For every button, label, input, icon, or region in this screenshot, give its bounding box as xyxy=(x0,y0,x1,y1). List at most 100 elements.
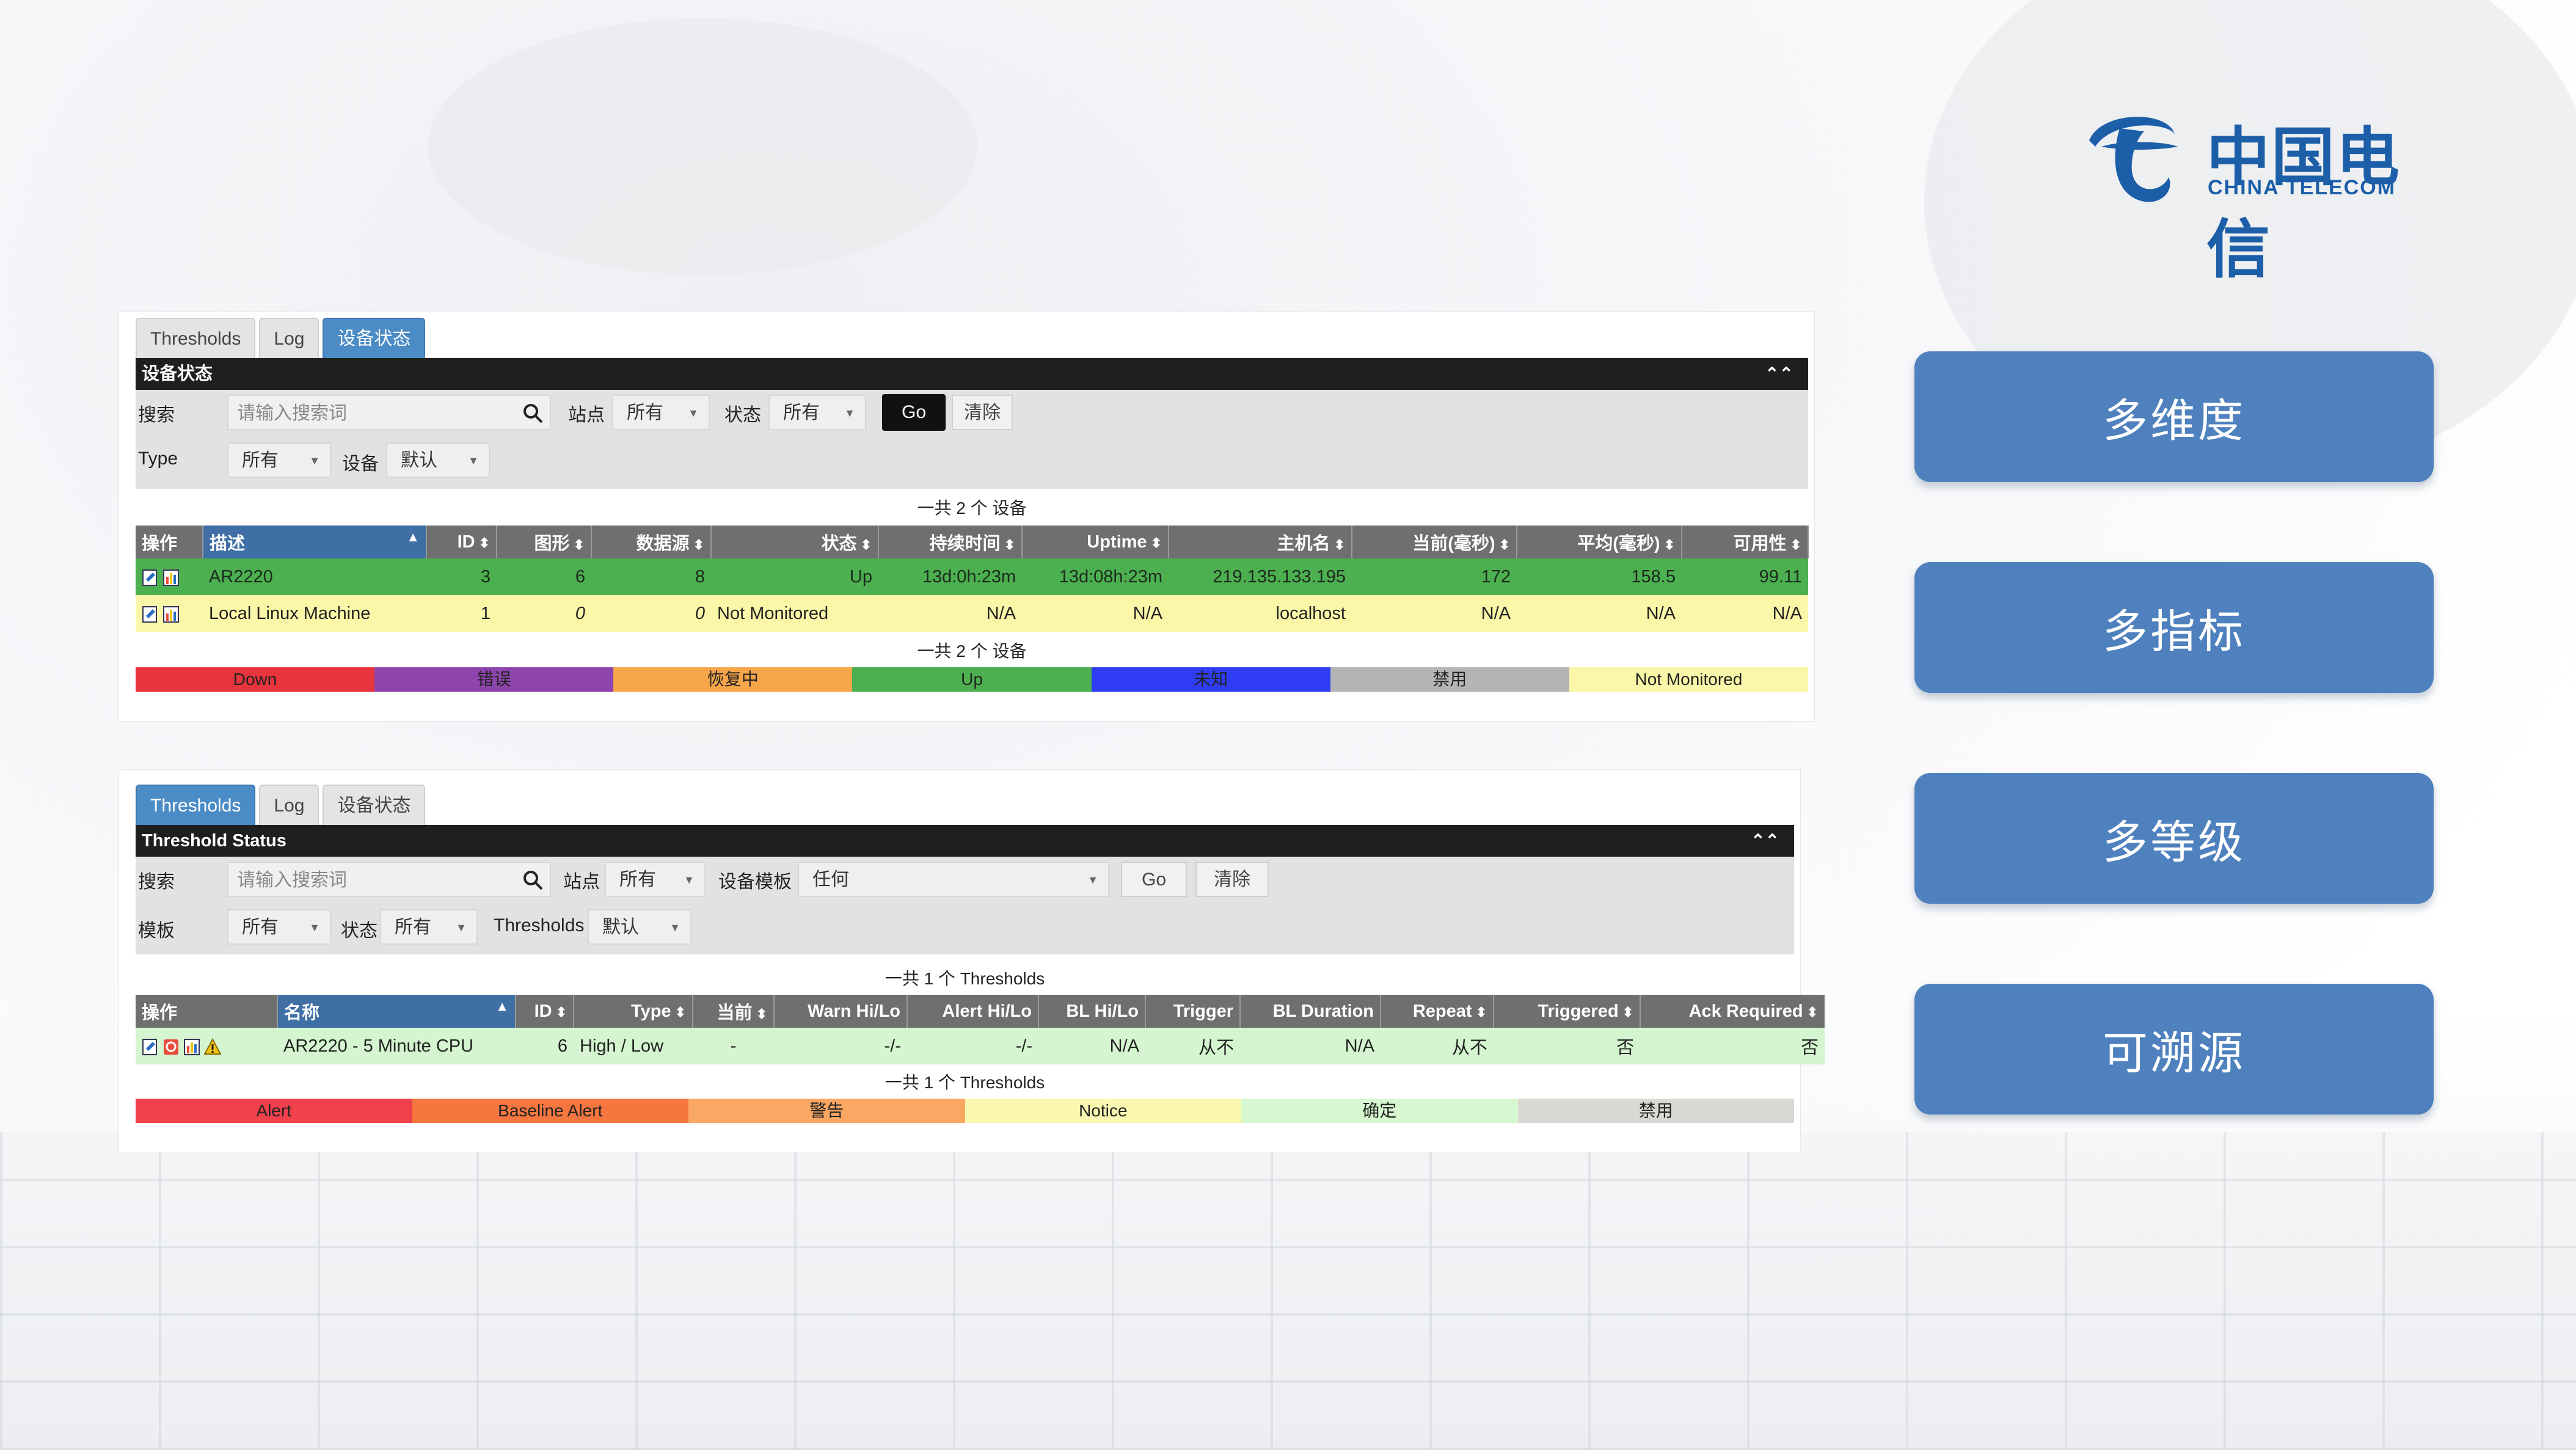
edit-icon[interactable] xyxy=(142,1038,159,1056)
background-map-shape xyxy=(428,18,977,275)
cell-ack-required: 否 xyxy=(1640,1028,1825,1064)
edit-icon[interactable] xyxy=(142,568,159,587)
tab-log[interactable]: Log xyxy=(259,785,319,826)
thresholds-select[interactable]: 默认 ▼ xyxy=(588,909,691,945)
go-button[interactable]: Go xyxy=(1121,862,1187,897)
table-row[interactable]: Local Linux Machine 1 0 0 Not Monitored … xyxy=(136,595,1808,632)
device-template-select-value: 任何 xyxy=(812,870,849,890)
tab-log[interactable]: Log xyxy=(259,318,319,359)
threshold-status-title-bar: Threshold Status ⌃⌃ xyxy=(136,825,1794,857)
col-triggered[interactable]: Triggered ⬍ xyxy=(1494,995,1641,1028)
col-availability[interactable]: 可用性 ⬍ xyxy=(1682,525,1809,558)
status-label: 状态 xyxy=(724,405,761,425)
device-template-select[interactable]: 任何 ▼ xyxy=(798,862,1109,897)
edit-icon[interactable] xyxy=(142,605,159,623)
device-status-legend-item: Up xyxy=(852,667,1092,692)
disable-icon[interactable] xyxy=(162,1038,180,1056)
cell-hostname: localhost xyxy=(1169,595,1352,632)
chevron-down-icon: ▼ xyxy=(688,407,699,419)
cell-type: High / Low xyxy=(574,1028,693,1064)
feature-traceable[interactable]: 可溯源 xyxy=(1914,984,2434,1115)
threshold-status-screenshot: Thresholds Log 设备状态 Threshold Status ⌃⌃ … xyxy=(119,770,1825,1152)
threshold-status-legend-item: 禁用 xyxy=(1517,1099,1794,1123)
cell-description[interactable]: Local Linux Machine xyxy=(203,595,426,632)
chevron-down-icon: ▼ xyxy=(309,921,320,934)
site-select[interactable]: 所有 ▼ xyxy=(612,395,710,430)
col-description[interactable]: 描述 ▲ xyxy=(203,525,427,558)
cell-status: Not Monitored xyxy=(711,595,878,632)
cell-description[interactable]: AR2220 xyxy=(203,558,426,595)
tab-device-status[interactable]: 设备状态 xyxy=(323,785,426,826)
cell-duration: 13d:0h:23m xyxy=(878,558,1022,595)
feature-multi-dimension[interactable]: 多维度 xyxy=(1914,351,2434,482)
template-select[interactable]: 所有 ▼ xyxy=(227,909,331,945)
site-select-value: 所有 xyxy=(619,870,656,890)
feature-multi-metric[interactable]: 多指标 xyxy=(1914,562,2434,693)
col-uptime[interactable]: Uptime ⬍ xyxy=(1022,525,1169,558)
device-status-screenshot: Thresholds Log 设备状态 设备状态 ⌃⌃ 搜索 请输入搜索词 站点… xyxy=(119,312,1814,721)
status-select-value: 所有 xyxy=(783,403,820,423)
col-current-ms[interactable]: 当前(毫秒) ⬍ xyxy=(1352,525,1517,558)
search-input[interactable]: 请输入搜索词 xyxy=(227,395,551,430)
thresholds-select-value: 默认 xyxy=(602,917,639,937)
col-bl-duration: BL Duration xyxy=(1240,995,1381,1028)
col-id[interactable]: ID ⬍ xyxy=(426,525,497,558)
feature-multi-level[interactable]: 多等级 xyxy=(1914,773,2434,904)
cell-bl-hilo: N/A xyxy=(1038,1028,1145,1064)
cell-availability: N/A xyxy=(1682,595,1808,632)
cell-bl-duration: N/A xyxy=(1240,1028,1381,1064)
table-row[interactable]: AR2220 - 5 Minute CPU 6 High / Low - -/-… xyxy=(136,1028,1825,1064)
col-warn-hilo: Warn Hi/Lo xyxy=(774,995,908,1028)
search-label: 搜索 xyxy=(138,872,175,892)
status-select[interactable]: 所有 ▼ xyxy=(768,395,866,430)
cell-graphs: 0 xyxy=(497,595,591,632)
chevron-down-icon: ▼ xyxy=(456,921,467,934)
search-icon[interactable] xyxy=(522,402,544,424)
type-select-value: 所有 xyxy=(242,450,279,471)
col-ack-required[interactable]: Ack Required ⬍ xyxy=(1640,995,1825,1028)
device-label: 设备 xyxy=(342,454,379,474)
table-row[interactable]: AR2220 3 6 8 Up 13d:0h:23m 13d:08h:23m 2… xyxy=(136,558,1808,595)
clear-button[interactable]: 清除 xyxy=(952,395,1013,430)
device-status-legend: Down 错误 恢复中 Up 未知 禁用 Not Monitored xyxy=(136,667,1808,692)
col-type[interactable]: Type ⬍ xyxy=(574,995,693,1028)
col-datasources[interactable]: 数据源 ⬍ xyxy=(591,525,712,558)
cell-datasources: 0 xyxy=(591,595,711,632)
search-icon[interactable] xyxy=(522,869,544,891)
type-select[interactable]: 所有 ▼ xyxy=(227,442,331,478)
tab-thresholds[interactable]: Thresholds xyxy=(136,785,256,826)
col-average-ms[interactable]: 平均(毫秒) ⬍ xyxy=(1517,525,1682,558)
col-repeat[interactable]: Repeat ⬍ xyxy=(1381,995,1494,1028)
site-select[interactable]: 所有 ▼ xyxy=(605,862,706,897)
col-name[interactable]: 名称 ▲ xyxy=(277,995,516,1028)
clear-button[interactable]: 清除 xyxy=(1195,862,1269,897)
device-total-note-bottom: 一共 2 个 设备 xyxy=(917,642,1027,661)
graph-icon[interactable] xyxy=(162,605,180,623)
status-select-value: 所有 xyxy=(395,917,431,937)
col-status[interactable]: 状态 ⬍ xyxy=(711,525,879,558)
go-button[interactable]: Go xyxy=(882,394,946,431)
graph-icon[interactable] xyxy=(162,568,180,587)
collapse-icon[interactable]: ⌃⌃ xyxy=(1765,364,1793,383)
col-duration[interactable]: 持续时间 ⬍ xyxy=(878,525,1023,558)
col-current[interactable]: 当前 ⬍ xyxy=(693,995,775,1028)
tab-device-status[interactable]: 设备状态 xyxy=(323,318,426,359)
search-input[interactable]: 请输入搜索词 xyxy=(227,862,551,897)
search-placeholder: 请输入搜索词 xyxy=(237,870,347,890)
graph-icon[interactable] xyxy=(183,1038,200,1056)
col-graphs[interactable]: 图形 ⬍ xyxy=(497,525,592,558)
chevron-down-icon: ▼ xyxy=(468,455,479,467)
china-telecom-logo: 中国电信 CHINA TELECOM xyxy=(2077,98,2431,287)
logo-chinese-text: 中国电信 xyxy=(2206,120,2401,287)
col-id[interactable]: ID ⬍ xyxy=(516,995,574,1028)
device-select[interactable]: 默认 ▼ xyxy=(386,442,490,478)
collapse-icon[interactable]: ⌃⌃ xyxy=(1751,831,1779,850)
cell-uptime: N/A xyxy=(1022,595,1169,632)
tab-thresholds[interactable]: Thresholds xyxy=(136,318,256,359)
threshold-table: 操作 名称 ▲ ID ⬍ Type ⬍ 当前 ⬍ Warn Hi/Lo Alert Hi… xyxy=(136,995,1825,1064)
col-hostname[interactable]: 主机名 ⬍ xyxy=(1169,525,1352,558)
cell-name[interactable]: AR2220 - 5 Minute CPU xyxy=(277,1028,516,1064)
type-label: Type xyxy=(138,449,178,469)
warning-icon[interactable] xyxy=(204,1038,221,1056)
status-select[interactable]: 所有 ▼ xyxy=(380,909,478,945)
